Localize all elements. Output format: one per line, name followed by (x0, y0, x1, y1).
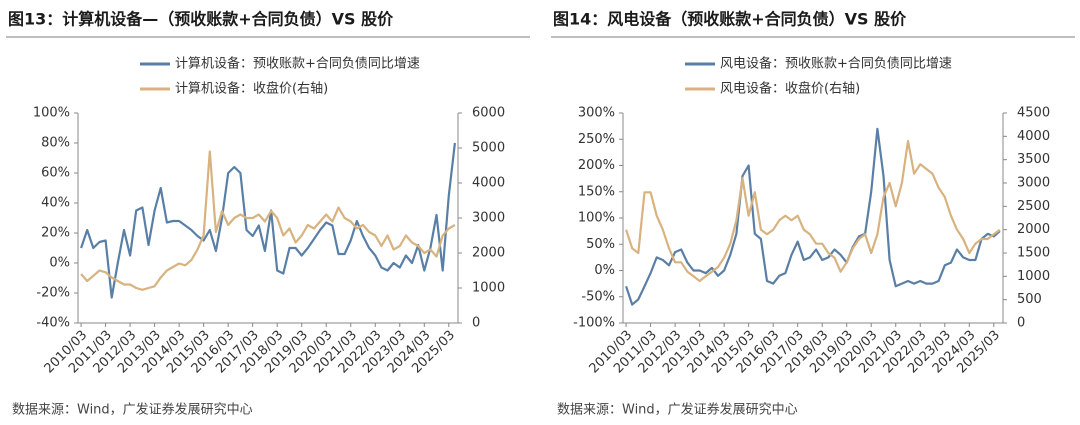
y2-tick-label: 1000 (1017, 269, 1050, 284)
y2-tick-label: 3000 (1017, 176, 1050, 191)
y2-tick-label: 2000 (1017, 222, 1050, 237)
y2-tick-label: 3000 (472, 211, 505, 226)
y-tick-label: 20% (41, 226, 70, 241)
legend-label: 计算机设备：收盘价(右轴) (175, 81, 328, 97)
y-tick-label: 250% (578, 132, 615, 147)
y2-tick-label: 1000 (472, 281, 505, 296)
y2-tick-label: 0 (472, 316, 480, 331)
y-tick-label: -40% (36, 316, 70, 331)
y-tick-label: 100% (33, 106, 70, 121)
source: 数据来源：Wind，广发证券发展研究中心 (557, 402, 798, 418)
y-tick-label: 100% (578, 211, 615, 226)
y-tick-label: 200% (578, 158, 615, 173)
y2-tick-label: 0 (1017, 316, 1025, 331)
y-tick-label: 60% (41, 166, 70, 181)
chart-title: 图13：计算机设备—（预收账款+合同负债）VS 股价 (8, 10, 394, 29)
series-line (625, 127, 1001, 306)
series-line (625, 139, 1001, 283)
y2-tick-label: 500 (1017, 292, 1042, 307)
legend-label: 风电设备：收盘价(右轴) (720, 81, 860, 97)
y2-tick-label: 4500 (1017, 106, 1050, 121)
y-tick-label: -20% (36, 286, 70, 301)
chart-title: 图14：风电设备（预收账款+合同负债）VS 股价 (553, 10, 907, 29)
y-tick-label: 300% (578, 106, 615, 121)
y2-tick-label: 5000 (472, 141, 505, 156)
y2-tick-label: 4000 (472, 176, 505, 191)
legend-label: 计算机设备：预收账款+合同负债同比增速 (175, 56, 420, 72)
y2-tick-label: 4000 (1017, 129, 1050, 144)
y-tick-label: 80% (41, 136, 70, 151)
y2-tick-label: 2000 (472, 246, 505, 261)
legend-label: 风电设备：预收账款+合同负债同比增速 (720, 56, 952, 72)
y-tick-label: 0% (49, 256, 70, 271)
y-tick-label: 150% (578, 184, 615, 199)
series-line (80, 150, 456, 291)
y2-tick-label: 3500 (1017, 152, 1050, 167)
y-tick-label: 0% (594, 263, 615, 278)
y-tick-label: 40% (41, 196, 70, 211)
y-tick-label: 50% (586, 237, 615, 252)
y2-tick-label: 2500 (1017, 199, 1050, 214)
y-tick-label: -100% (573, 316, 615, 331)
source: 数据来源：Wind，广发证券发展研究中心 (12, 402, 253, 418)
y2-tick-label: 1500 (1017, 246, 1050, 261)
y-tick-label: -50% (581, 289, 615, 304)
series-line (80, 142, 456, 299)
y2-tick-label: 6000 (472, 106, 505, 121)
